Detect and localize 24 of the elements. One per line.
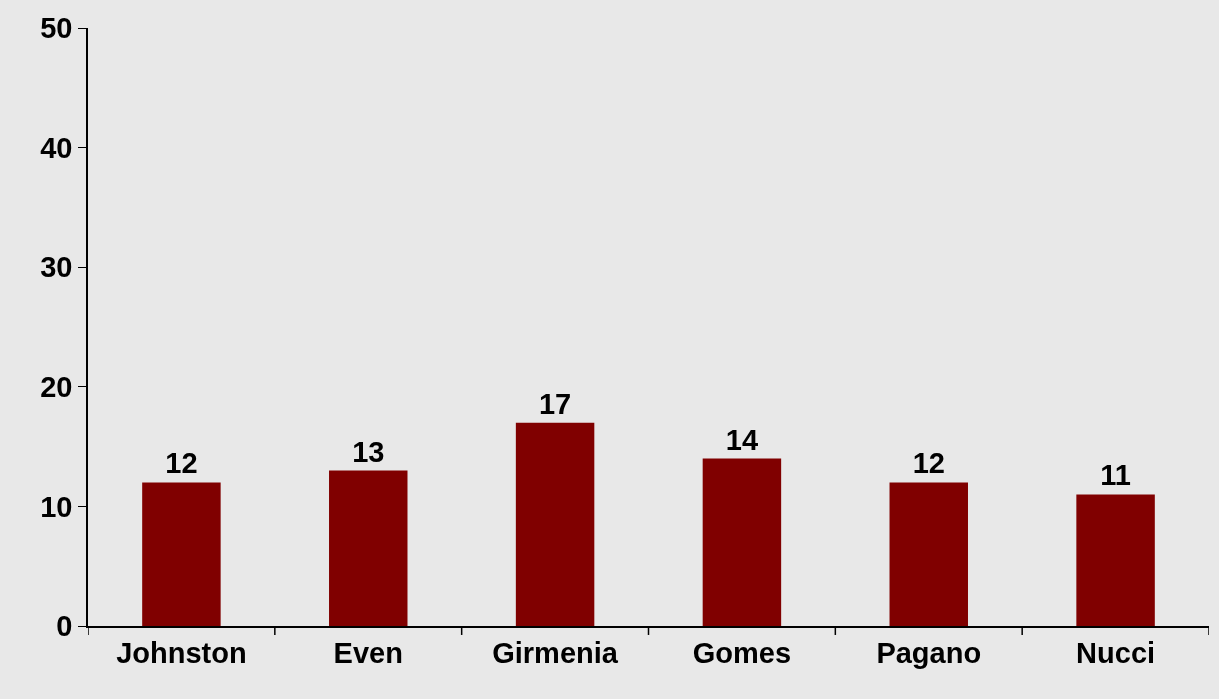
x-tick-label: Even [333, 636, 403, 669]
data-label: 13 [352, 435, 385, 468]
bar [329, 470, 408, 626]
bar [1076, 494, 1155, 626]
x-tick-label: Pagano [876, 636, 982, 669]
data-label: 12 [165, 447, 198, 480]
y-tick-label: 10 [40, 490, 73, 523]
bar [142, 482, 221, 626]
data-label: 14 [725, 423, 759, 456]
bar [702, 458, 782, 626]
x-tick-label: Johnston [116, 636, 247, 669]
bar [515, 422, 595, 626]
x-tick-label: Girmenia [492, 636, 619, 669]
y-tick-label: 30 [40, 251, 73, 284]
bar [889, 482, 968, 626]
y-tick-label: 40 [40, 131, 73, 164]
data-label: 17 [538, 387, 572, 420]
y-tick-label: 20 [40, 370, 73, 403]
y-tick-label: 0 [56, 610, 73, 643]
x-tick-label: Nucci [1076, 636, 1156, 669]
y-tick-label: 50 [40, 12, 73, 45]
data-label: 11 [1100, 459, 1131, 492]
data-label: 12 [912, 447, 945, 480]
x-tick-label: Gomes [692, 636, 792, 669]
